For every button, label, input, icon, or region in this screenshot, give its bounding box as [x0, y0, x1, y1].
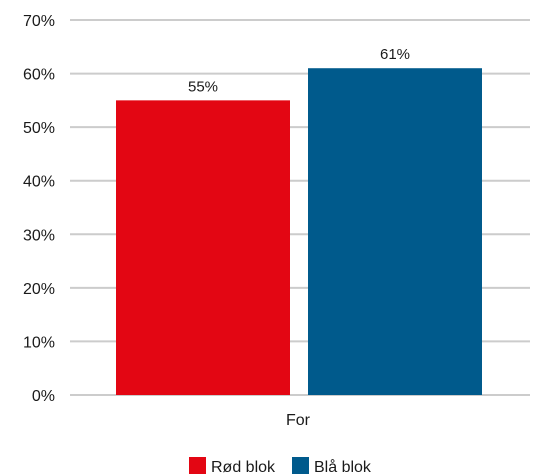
- data-labels: 55% 61%: [188, 46, 410, 95]
- y-axis-tick-labels: 0% 10% 20% 30% 40% 50% 60% 70%: [23, 13, 55, 405]
- legend-item-red-bloc[interactable]: Rød blok: [189, 457, 276, 475]
- bar-blue-bloc[interactable]: [308, 68, 482, 395]
- legend-label: Rød blok: [211, 459, 276, 475]
- y-tick-label: 70%: [23, 13, 55, 30]
- legend-item-blue-bloc[interactable]: Blå blok: [292, 457, 372, 475]
- y-tick-label: 0%: [32, 388, 55, 405]
- y-tick-label: 60%: [23, 67, 55, 84]
- y-tick-label: 40%: [23, 174, 55, 191]
- bars: [116, 68, 482, 395]
- legend-swatch: [292, 457, 309, 474]
- legend-label: Blå blok: [314, 458, 372, 475]
- y-tick-label: 20%: [23, 281, 55, 298]
- y-tick-label: 10%: [23, 334, 55, 351]
- x-category-label: For: [286, 412, 311, 429]
- data-label: 61%: [380, 46, 410, 63]
- legend-swatch: [189, 457, 206, 474]
- y-tick-label: 30%: [23, 227, 55, 244]
- legend[interactable]: Rød blok Blå blok: [189, 457, 372, 475]
- data-label: 55%: [188, 78, 218, 95]
- bar-red-bloc[interactable]: [116, 100, 290, 395]
- y-tick-label: 50%: [23, 120, 55, 137]
